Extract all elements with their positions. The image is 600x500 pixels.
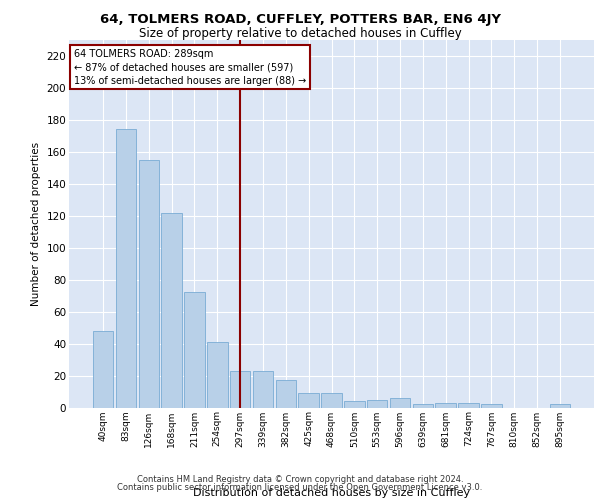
Bar — [481, 404, 502, 407]
Bar — [550, 404, 570, 407]
Bar — [458, 402, 479, 407]
Bar — [253, 371, 273, 408]
Bar — [184, 292, 205, 408]
Bar — [390, 398, 410, 407]
Y-axis label: Number of detached properties: Number of detached properties — [31, 142, 41, 306]
Bar — [367, 400, 388, 407]
Text: 64 TOLMERS ROAD: 289sqm
← 87% of detached houses are smaller (597)
13% of semi-d: 64 TOLMERS ROAD: 289sqm ← 87% of detache… — [74, 49, 307, 86]
Bar — [139, 160, 159, 408]
Bar — [116, 130, 136, 407]
X-axis label: Distribution of detached houses by size in Cuffley: Distribution of detached houses by size … — [193, 488, 470, 498]
Bar — [298, 393, 319, 407]
Bar — [413, 404, 433, 407]
Bar — [344, 401, 365, 407]
Bar — [275, 380, 296, 407]
Bar — [161, 212, 182, 408]
Text: 64, TOLMERS ROAD, CUFFLEY, POTTERS BAR, EN6 4JY: 64, TOLMERS ROAD, CUFFLEY, POTTERS BAR, … — [100, 12, 500, 26]
Bar — [207, 342, 227, 407]
Bar — [436, 402, 456, 407]
Bar — [230, 371, 250, 408]
Bar — [321, 393, 342, 407]
Bar — [93, 331, 113, 407]
Text: Contains HM Land Registry data © Crown copyright and database right 2024.: Contains HM Land Registry data © Crown c… — [137, 475, 463, 484]
Text: Size of property relative to detached houses in Cuffley: Size of property relative to detached ho… — [139, 28, 461, 40]
Text: Contains public sector information licensed under the Open Government Licence v3: Contains public sector information licen… — [118, 484, 482, 492]
